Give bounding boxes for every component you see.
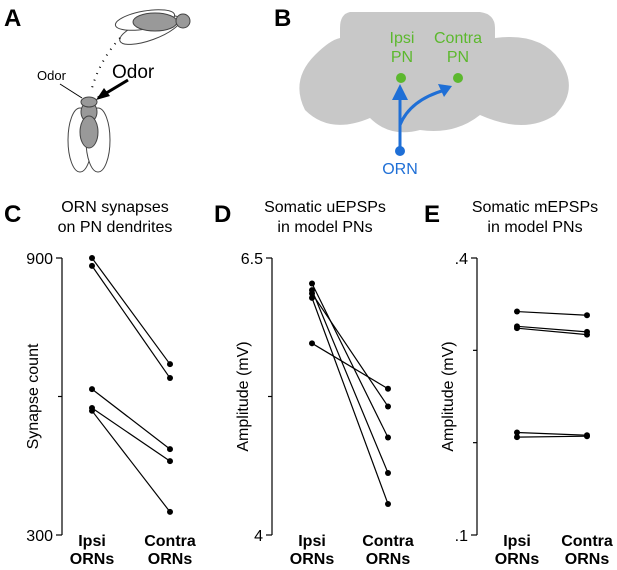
pair-line xyxy=(311,293,389,407)
odor-arrow-small xyxy=(59,83,83,99)
panel-label: D xyxy=(214,201,231,228)
point xyxy=(385,434,391,441)
y-tick-label: .1 xyxy=(455,528,468,545)
point xyxy=(385,403,391,410)
odor-label-small: Odor xyxy=(37,68,67,83)
chart-title: on PN dendrites xyxy=(58,219,173,236)
y-tick-label: 4 xyxy=(254,528,263,545)
orn xyxy=(395,146,405,156)
point xyxy=(309,294,315,301)
x-tick-label: Ipsi ORNs xyxy=(495,533,540,568)
pair-line xyxy=(311,283,389,438)
point xyxy=(167,508,173,515)
pn-label: Ipsi xyxy=(390,30,415,47)
point xyxy=(89,255,95,261)
chart-title: Somatic mEPSPs xyxy=(472,199,598,216)
y-tick-label: .4 xyxy=(455,251,468,268)
y-tick-label: 900 xyxy=(26,251,53,268)
pair-line xyxy=(516,325,588,333)
chart-title: Somatic uEPSPs xyxy=(264,199,386,216)
point xyxy=(167,458,173,465)
fly-top xyxy=(114,9,191,45)
pair-line xyxy=(91,257,171,365)
y-tick-label: 6.5 xyxy=(241,251,263,268)
pair-line xyxy=(311,289,389,474)
point xyxy=(167,446,173,453)
point xyxy=(584,433,590,440)
panel-label: E xyxy=(424,201,440,228)
point xyxy=(514,325,520,332)
pair-line xyxy=(516,431,588,436)
point xyxy=(514,434,520,441)
odor-label: Odor xyxy=(112,62,155,83)
panel-label: A xyxy=(4,5,21,32)
pair-line xyxy=(311,342,389,390)
x-tick-label: Contra ORNs xyxy=(362,533,414,568)
panel-label: C xyxy=(4,201,21,228)
point xyxy=(584,331,590,338)
arrowhead xyxy=(438,84,452,97)
point xyxy=(89,262,95,269)
contra-pn xyxy=(453,73,463,83)
pn-label: PN xyxy=(447,49,469,66)
pn-label: Contra xyxy=(434,30,482,47)
point xyxy=(514,429,520,436)
point xyxy=(89,386,95,393)
point xyxy=(309,290,315,297)
chart-title: ORN synapses xyxy=(61,199,169,216)
pair-line xyxy=(91,265,171,379)
point xyxy=(584,312,590,319)
y-axis-label: Synapse count xyxy=(25,343,42,449)
point xyxy=(385,500,391,507)
brain xyxy=(299,12,569,133)
point xyxy=(385,469,391,476)
x-tick-label: Contra ORNs xyxy=(144,533,196,568)
point xyxy=(385,385,391,392)
pair-line xyxy=(516,435,588,438)
x-tick-label: Contra ORNs xyxy=(561,533,613,568)
x-tick-label: Ipsi ORNs xyxy=(290,533,335,568)
orn-axon xyxy=(398,88,446,150)
x-tick-label: Ipsi ORNs xyxy=(70,533,115,568)
pair-line xyxy=(516,327,588,336)
point xyxy=(89,407,95,414)
y-axis-label: Amplitude (mV) xyxy=(235,341,252,451)
fly-bottom xyxy=(67,96,111,173)
arrowhead xyxy=(392,84,408,100)
pair-line xyxy=(91,388,171,450)
y-tick-label: 300 xyxy=(26,528,53,545)
pair-line xyxy=(311,297,389,505)
chart-title: in model PNs xyxy=(487,219,582,236)
point xyxy=(309,280,315,287)
ipsi-pn xyxy=(396,73,406,83)
pair-line xyxy=(91,410,171,513)
chart-title: in model PNs xyxy=(277,219,372,236)
pair-line xyxy=(91,407,171,462)
pair-line xyxy=(516,310,588,316)
point xyxy=(167,361,173,368)
odor-arrowhead xyxy=(96,88,110,100)
y-axis-label: Amplitude (mV) xyxy=(440,341,457,451)
pn-label: PN xyxy=(391,49,413,66)
point xyxy=(167,375,173,382)
point xyxy=(309,340,315,347)
orn-label: ORN xyxy=(382,161,418,178)
point xyxy=(514,308,520,315)
panel-label: B xyxy=(274,5,291,32)
